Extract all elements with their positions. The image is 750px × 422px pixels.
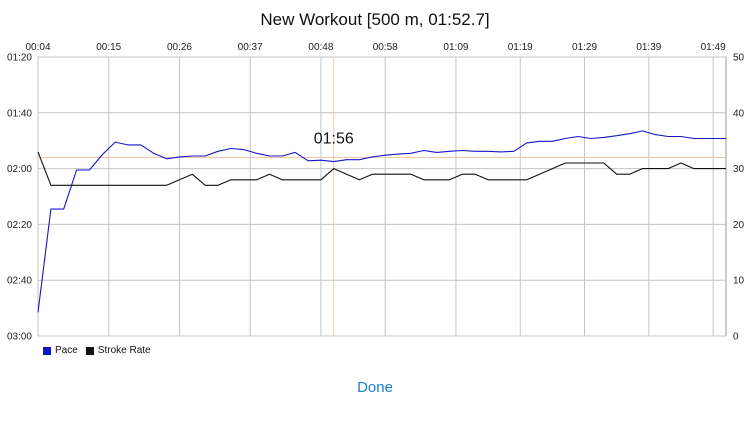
legend-label-pace: Pace [55,345,78,356]
y-right-tick-label: 0 [733,332,739,343]
x-tick-label: 00:04 [25,42,50,53]
x-tick-label: 01:29 [572,42,597,53]
x-tick-label: 01:39 [636,42,661,53]
y-right-tick-labels: 50 40 30 20 10 0 [733,53,745,343]
y-right-tick-label: 10 [733,276,745,287]
y-left-tick-labels: 01:20 01:40 02:00 02:20 02:40 03:00 [7,53,32,343]
legend-label-stroke-rate: Stroke Rate [97,345,151,356]
y-left-tick-label: 03:00 [7,332,32,343]
y-right-tick-label: 20 [733,220,745,231]
chart-title: New Workout [500 m, 01:52.7] [260,10,490,29]
series-line-stroke-rate [37,151,726,186]
horizontal-gridlines [38,56,726,337]
x-tick-labels: 00:04 00:15 00:26 00:37 00:48 00:58 01:09 01:19… [25,42,726,53]
x-tick-label: 00:48 [308,42,333,53]
y-left-tick-label: 01:20 [7,53,32,64]
y-left-tick-label: 02:20 [7,220,32,231]
chart-legend: Pace Stroke Rate [43,345,159,356]
legend-item-pace: Pace [43,345,78,356]
legend-item-stroke-rate: Stroke Rate [85,345,151,356]
series-group [37,130,726,313]
x-tick-label: 01:09 [443,42,468,53]
vertical-gridlines [37,57,714,336]
legend-swatch-pace [43,346,51,355]
x-tick-label: 00:37 [238,42,263,53]
y-left-tick-label: 01:40 [7,108,32,119]
x-tick-label: 00:15 [96,42,121,53]
legend-swatch-stroke-rate [85,346,94,355]
y-left-tick-label: 02:00 [7,164,32,175]
x-tick-label: 01:19 [508,42,533,53]
y-left-tick-label: 02:40 [7,276,32,287]
x-tick-label: 00:58 [373,42,398,53]
annotation-crosshair [38,57,726,336]
y-right-tick-label: 30 [733,164,745,175]
annotation-label: 01:56 [314,130,354,147]
plot-frame [37,56,727,337]
x-tick-label: 01:49 [701,42,726,53]
done-button[interactable]: Done [325,376,425,398]
y-right-tick-label: 50 [733,53,745,64]
pace-stroke-chart: 00:04 00:15 00:26 00:37 00:48 00:58 01:09 01:19… [7,42,745,343]
y-right-tick-label: 40 [733,108,745,119]
x-tick-label: 00:26 [167,42,192,53]
series-line-pace [37,130,726,313]
